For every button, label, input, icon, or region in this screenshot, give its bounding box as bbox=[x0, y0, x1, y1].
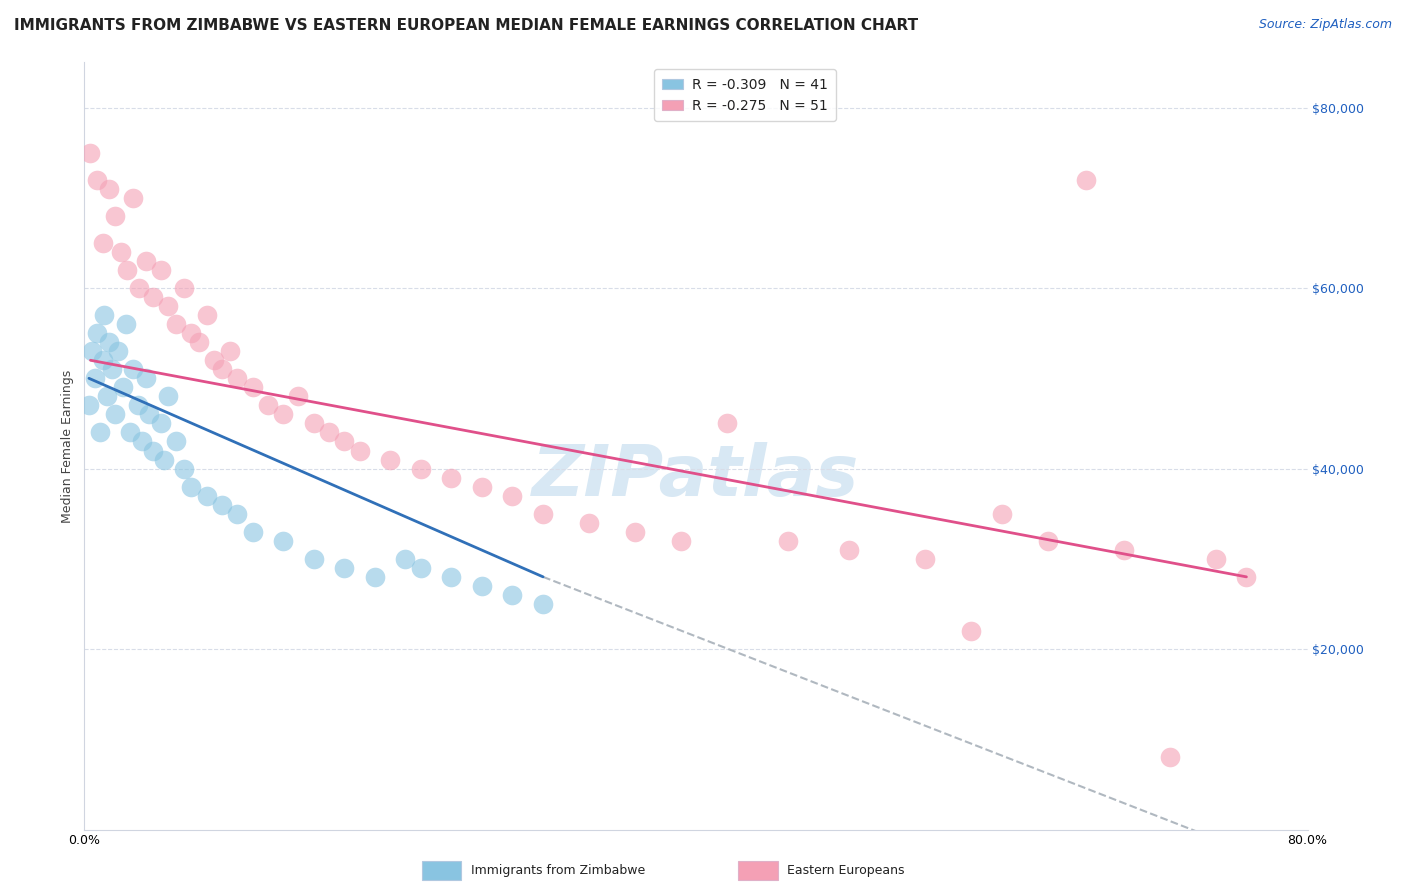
Point bbox=[531, 507, 554, 521]
Point bbox=[502, 489, 524, 503]
Point bbox=[195, 308, 218, 322]
Point bbox=[157, 299, 180, 313]
Point bbox=[97, 182, 120, 196]
Point bbox=[91, 235, 114, 250]
Point bbox=[960, 624, 983, 638]
Point bbox=[502, 588, 524, 602]
Point bbox=[104, 408, 127, 422]
Point bbox=[86, 173, 108, 187]
Point bbox=[173, 281, 195, 295]
Point bbox=[991, 507, 1014, 521]
Point bbox=[1236, 570, 1258, 584]
Point bbox=[165, 434, 187, 449]
Point bbox=[1159, 750, 1181, 764]
Point bbox=[138, 408, 160, 422]
Point bbox=[211, 362, 233, 376]
Point bbox=[165, 317, 187, 331]
Point bbox=[1205, 551, 1227, 566]
Point bbox=[195, 489, 218, 503]
Text: IMMIGRANTS FROM ZIMBABWE VS EASTERN EUROPEAN MEDIAN FEMALE EARNINGS CORRELATION : IMMIGRANTS FROM ZIMBABWE VS EASTERN EURO… bbox=[14, 18, 918, 33]
Point bbox=[135, 371, 157, 385]
Point bbox=[157, 389, 180, 403]
Point bbox=[86, 326, 108, 341]
Point bbox=[180, 480, 202, 494]
Point bbox=[394, 551, 416, 566]
Point bbox=[211, 498, 233, 512]
Point bbox=[1074, 173, 1097, 187]
Point bbox=[77, 398, 100, 412]
Point bbox=[838, 542, 860, 557]
Point bbox=[84, 371, 107, 385]
Point bbox=[287, 389, 309, 403]
Point bbox=[79, 145, 101, 160]
Point bbox=[122, 191, 145, 205]
Point bbox=[318, 425, 340, 440]
Point bbox=[624, 524, 647, 539]
Point bbox=[578, 516, 600, 530]
Text: Source: ZipAtlas.com: Source: ZipAtlas.com bbox=[1258, 18, 1392, 31]
Point bbox=[226, 507, 249, 521]
Point bbox=[149, 417, 172, 431]
Point bbox=[131, 434, 153, 449]
Point bbox=[101, 362, 124, 376]
Point bbox=[409, 461, 432, 475]
Text: ZIPatlas: ZIPatlas bbox=[533, 442, 859, 511]
Point bbox=[669, 533, 692, 548]
Point bbox=[97, 335, 120, 350]
Point bbox=[471, 480, 494, 494]
Point bbox=[149, 263, 172, 277]
Point bbox=[914, 551, 936, 566]
Point bbox=[142, 290, 165, 304]
Point bbox=[226, 371, 249, 385]
Point bbox=[142, 443, 165, 458]
Text: Eastern Europeans: Eastern Europeans bbox=[787, 864, 905, 877]
Point bbox=[127, 398, 149, 412]
Point bbox=[218, 344, 240, 359]
Point bbox=[776, 533, 799, 548]
Point bbox=[173, 461, 195, 475]
Point bbox=[302, 417, 325, 431]
Point bbox=[409, 561, 432, 575]
Point bbox=[242, 380, 264, 394]
Point bbox=[364, 570, 387, 584]
Point bbox=[153, 452, 176, 467]
Legend: R = -0.309   N = 41, R = -0.275   N = 51: R = -0.309 N = 41, R = -0.275 N = 51 bbox=[654, 70, 835, 121]
Point bbox=[271, 533, 294, 548]
Point bbox=[716, 417, 738, 431]
Point bbox=[89, 425, 111, 440]
Point bbox=[96, 389, 118, 403]
Point bbox=[349, 443, 371, 458]
Point bbox=[115, 263, 138, 277]
Point bbox=[333, 434, 356, 449]
Y-axis label: Median Female Earnings: Median Female Earnings bbox=[60, 369, 75, 523]
Point bbox=[271, 408, 294, 422]
Point bbox=[188, 335, 211, 350]
Point bbox=[122, 362, 145, 376]
Point bbox=[440, 470, 463, 484]
Point bbox=[440, 570, 463, 584]
Point bbox=[202, 353, 225, 368]
Point bbox=[114, 317, 136, 331]
Point bbox=[128, 281, 150, 295]
Point bbox=[471, 579, 494, 593]
Point bbox=[180, 326, 202, 341]
Point bbox=[104, 209, 127, 223]
Point bbox=[242, 524, 264, 539]
Point bbox=[80, 344, 103, 359]
Point bbox=[531, 597, 554, 611]
Point bbox=[257, 398, 280, 412]
Point bbox=[135, 254, 157, 268]
Text: Immigrants from Zimbabwe: Immigrants from Zimbabwe bbox=[471, 864, 645, 877]
Point bbox=[333, 561, 356, 575]
Point bbox=[1114, 542, 1136, 557]
Point bbox=[1036, 533, 1059, 548]
Point bbox=[111, 380, 134, 394]
Point bbox=[120, 425, 142, 440]
Point bbox=[91, 353, 114, 368]
Point bbox=[110, 244, 132, 259]
Point bbox=[107, 344, 129, 359]
Point bbox=[93, 308, 115, 322]
Point bbox=[302, 551, 325, 566]
Point bbox=[380, 452, 402, 467]
